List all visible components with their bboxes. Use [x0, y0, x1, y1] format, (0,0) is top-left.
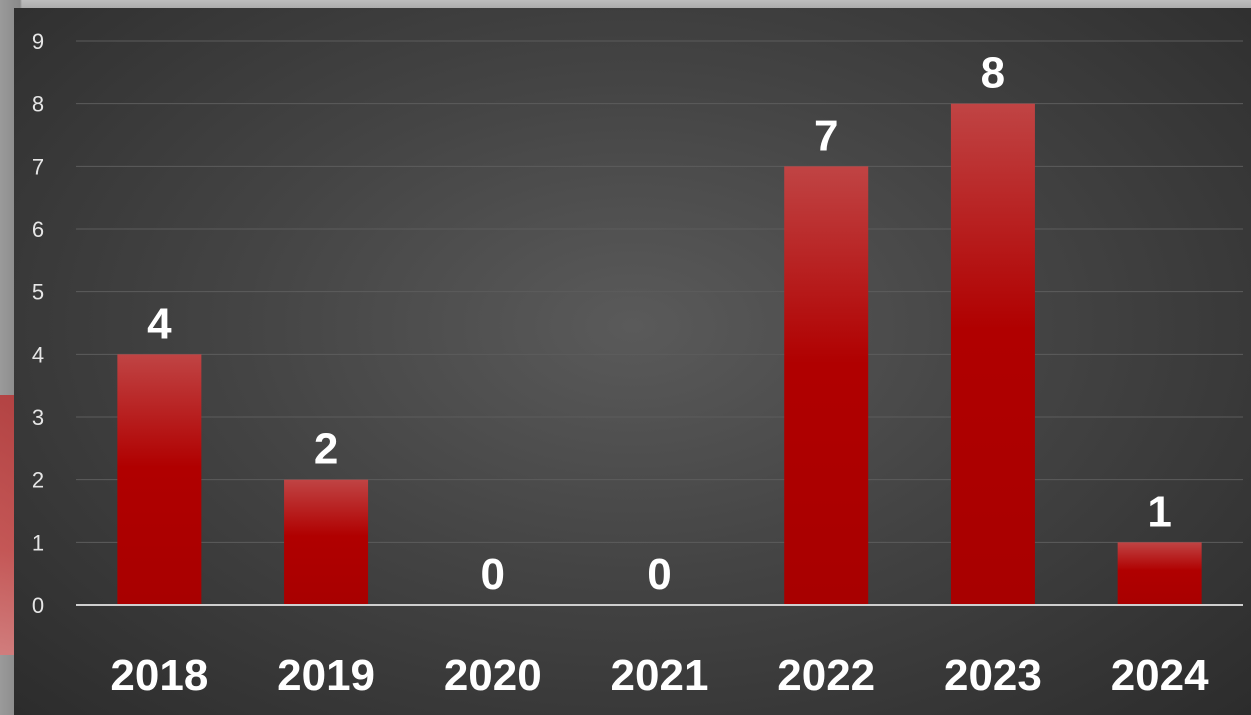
- bar: [117, 354, 202, 605]
- data-label: 2: [314, 425, 338, 474]
- y-tick-label: 0: [32, 593, 44, 618]
- chart-panel: [14, 8, 1251, 715]
- data-label: 8: [981, 49, 1005, 98]
- x-category-label: 2022: [777, 651, 875, 700]
- data-label: 0: [647, 550, 671, 599]
- y-tick-label: 2: [32, 468, 44, 493]
- data-label: 0: [481, 550, 505, 599]
- x-category-label: 2021: [611, 651, 709, 700]
- y-tick-label: 1: [32, 530, 44, 555]
- y-tick-label: 4: [32, 342, 44, 367]
- gridlines: [76, 40, 1243, 543]
- x-category-label: 2023: [944, 651, 1042, 700]
- y-tick-label: 3: [32, 405, 44, 430]
- y-tick-label: 5: [32, 280, 44, 305]
- y-tick-label: 9: [32, 29, 44, 54]
- data-labels: 4 2 0 0 7 8 1: [147, 49, 1172, 599]
- y-tick-label: 6: [32, 217, 44, 242]
- x-category-label: 2019: [277, 651, 375, 700]
- bar: [284, 479, 369, 605]
- bar: [784, 166, 869, 606]
- x-category-label: 2020: [444, 651, 542, 700]
- data-label: 7: [814, 111, 838, 160]
- y-axis-ticks: 0 1 2 3 4 5 6 7 8 9: [32, 29, 44, 618]
- y-tick-label: 8: [32, 92, 44, 117]
- bar: [950, 103, 1035, 606]
- x-axis-labels: 2018 2019 2020 2021 2022 2023 2024: [110, 651, 1209, 700]
- data-label: 4: [147, 299, 172, 348]
- x-category-label: 2018: [110, 651, 208, 700]
- data-label: 1: [1147, 487, 1171, 536]
- y-tick-label: 7: [32, 154, 44, 179]
- bar: [1117, 542, 1202, 605]
- x-category-label: 2024: [1111, 651, 1209, 700]
- bars: [117, 103, 1202, 606]
